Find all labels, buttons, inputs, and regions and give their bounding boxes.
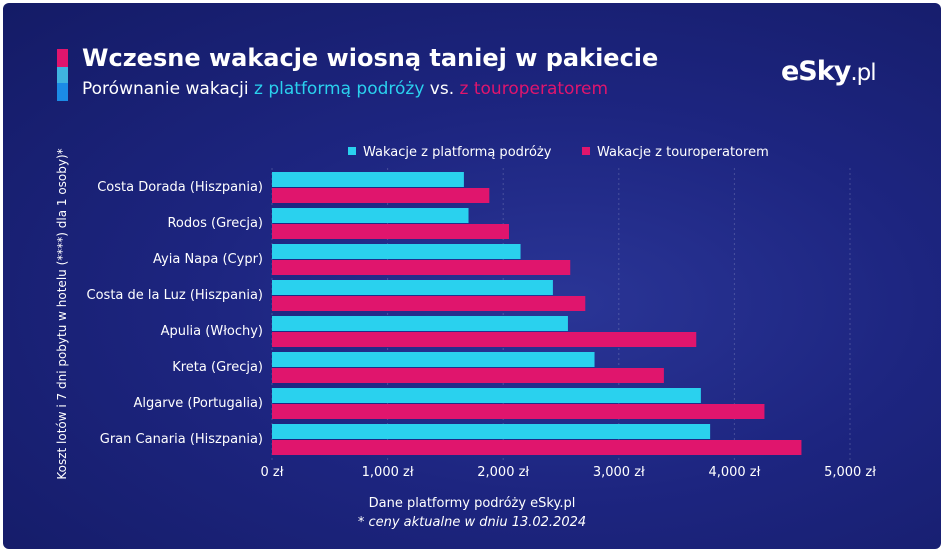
legend-item-platform: Wakacje z platformą podróży: [348, 145, 551, 160]
bar-platform-3: [272, 280, 553, 295]
bar-platform-4: [272, 316, 568, 331]
accent-bar-cyan: [57, 67, 68, 83]
x-tick-label-1: 1,000 zł: [362, 465, 414, 480]
subtitle-platform: z platformą podróży: [254, 79, 425, 99]
bar-touroperator-2: [272, 260, 571, 275]
legend-swatch-touroperator: [582, 147, 590, 155]
bar-platform-1: [272, 208, 469, 223]
legend-swatch-platform: [348, 147, 356, 155]
legend-label-touroperator: Wakacje z touroperatorem: [597, 145, 769, 160]
category-label-0: Costa Dorada (Hiszpania): [97, 180, 263, 195]
bar-platform-5: [272, 352, 595, 367]
subtitle-prefix: Porównanie wakacji: [82, 79, 255, 99]
bar-touroperator-4: [272, 332, 697, 347]
legend-item-touroperator: Wakacje z touroperatorem: [582, 145, 769, 160]
x-tick-label-3: 3,000 zł: [593, 465, 645, 480]
bar-touroperator-1: [272, 224, 509, 239]
chart-title: Wczesne wakacje wiosną taniej w pakiecie: [82, 44, 659, 72]
x-tick-label-0: 0 zł: [261, 465, 284, 480]
logo-main: eSky: [781, 56, 851, 87]
date-note: * ceny aktualne w dniu 13.02.2024: [357, 515, 587, 530]
bar-touroperator-7: [272, 440, 802, 455]
x-tick-label-2: 2,000 zł: [477, 465, 529, 480]
subtitle-vs: vs.: [424, 79, 460, 99]
bar-touroperator-5: [272, 368, 664, 383]
category-label-2: Ayia Napa (Cypr): [153, 252, 263, 267]
legend-label-platform: Wakacje z platformą podróży: [363, 145, 552, 160]
category-label-4: Apulia (Włochy): [161, 324, 263, 339]
chart-subtitle: Porównanie wakacji z platformą podróży v…: [82, 79, 608, 99]
bar-platform-6: [272, 388, 701, 403]
subtitle-touroperator: z touroperatorem: [459, 79, 609, 99]
bar-platform-0: [272, 172, 464, 187]
category-label-1: Rodos (Grecja): [167, 216, 263, 231]
category-label-3: Costa de la Luz (Hiszpania): [87, 288, 263, 303]
chart-frame: [3, 3, 941, 549]
x-tick-label-5: 5,000 zł: [824, 465, 876, 480]
bar-platform-2: [272, 244, 521, 259]
bar-touroperator-0: [272, 188, 490, 203]
accent-bar-pink: [57, 49, 68, 67]
logo-suffix: .pl: [850, 60, 876, 86]
bar-platform-7: [272, 424, 711, 439]
bar-touroperator-6: [272, 404, 765, 419]
category-label-5: Kreta (Grecja): [172, 360, 263, 375]
accent-bar-blue: [57, 83, 68, 101]
source-note: Dane platformy podróży eSky.pl: [368, 496, 576, 511]
category-label-6: Algarve (Portugalia): [134, 396, 263, 411]
bar-touroperator-3: [272, 296, 586, 311]
esky-logo: eSky.pl: [781, 56, 877, 87]
category-label-7: Gran Canaria (Hiszpania): [100, 432, 263, 447]
x-tick-label-4: 4,000 zł: [708, 465, 760, 480]
